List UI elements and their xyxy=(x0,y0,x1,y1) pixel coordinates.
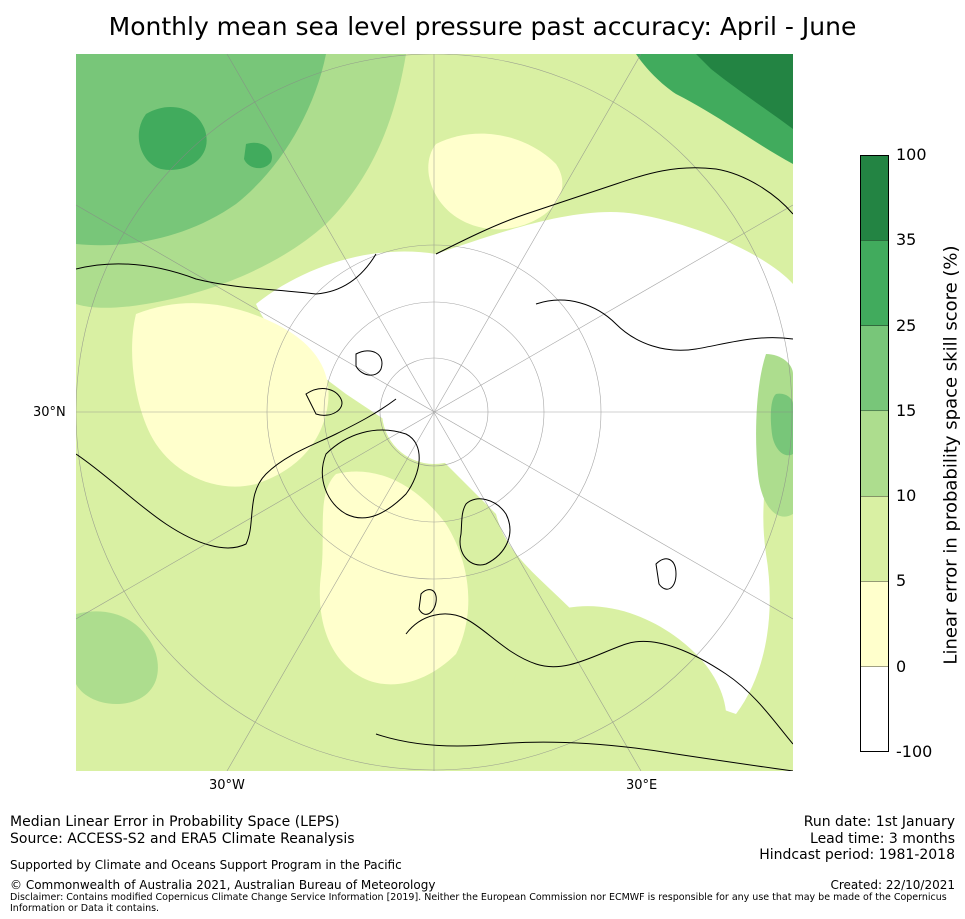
colorbar-label: Linear error in probability space skill … xyxy=(940,245,962,665)
coast-alaska-asia xyxy=(76,253,377,295)
coast-siberia xyxy=(435,167,793,255)
chart-title: Monthly mean sea level pressure past acc… xyxy=(108,12,857,41)
coast-british-isles xyxy=(418,589,437,615)
colorbar-bin xyxy=(860,325,889,412)
graticule xyxy=(76,54,793,771)
region-atlantic-green xyxy=(76,611,158,704)
coast-scandinavia xyxy=(459,498,511,566)
colorbar-bin xyxy=(860,581,889,667)
footer-lead-time: Lead time: 3 months xyxy=(810,831,955,847)
colorbar-bin xyxy=(860,495,889,582)
footer-copyright: © Commonwealth of Australia 2021, Austra… xyxy=(10,878,436,892)
lon-label-30e: 30°E xyxy=(626,778,658,793)
colorbar-tick-label: 10 xyxy=(896,486,917,506)
coast-greenland xyxy=(321,429,420,519)
coast-caspian xyxy=(655,558,677,590)
footer-support: Supported by Climate and Oceans Support … xyxy=(10,858,402,872)
region-europe-green xyxy=(496,606,727,771)
skill-score-map xyxy=(76,54,793,771)
footer-disclaimer-2: Information or Data it contains. xyxy=(10,903,160,914)
colorbar-tick-label: 35 xyxy=(896,230,917,250)
colorbar-bin xyxy=(860,240,889,326)
coastlines xyxy=(76,167,793,771)
footer-hindcast: Hindcast period: 1981-2018 xyxy=(759,847,955,863)
colorbar-tick-label: 5 xyxy=(896,571,907,591)
region-east-green-2 xyxy=(770,393,793,456)
coast-north-america xyxy=(76,398,397,549)
colorbar-bin xyxy=(860,155,889,241)
coast-europe xyxy=(405,613,793,745)
region-arctic-white xyxy=(256,212,793,714)
colorbar-bin xyxy=(860,666,889,752)
lat-label-30n: 30°N xyxy=(33,405,66,420)
footer-run-date: Run date: 1st January xyxy=(803,814,955,830)
footer-created: Created: 22/10/2021 xyxy=(830,878,955,892)
footer-disclaimer-1: Disclaimer: Contains modified Copernicus… xyxy=(10,892,947,903)
coast-africa xyxy=(375,733,793,771)
colorbar-tick-label: 0 xyxy=(896,656,907,676)
footer-leps: Median Linear Error in Probability Space… xyxy=(10,814,340,830)
colorbar-tick-label: 100 xyxy=(896,145,927,164)
colorbar-tick-label: 25 xyxy=(896,315,917,335)
lon-label-30w: 30°W xyxy=(209,778,245,793)
region-pacific-dark xyxy=(138,106,272,170)
colorbar-tick-label: -100 xyxy=(896,742,933,761)
colorbar-bin xyxy=(860,410,889,497)
coast-canada-islands xyxy=(305,350,383,416)
footer-source: Source: ACCESS-S2 and ERA5 Climate Reana… xyxy=(10,831,355,847)
colorbar xyxy=(860,155,889,752)
region-yellow-belt-2 xyxy=(319,471,469,685)
colorbar-tick-label: 15 xyxy=(896,400,917,420)
region-yellow-belt-3 xyxy=(428,133,563,230)
coast-russia-north xyxy=(535,299,793,351)
region-northeast-darkest xyxy=(696,54,793,129)
